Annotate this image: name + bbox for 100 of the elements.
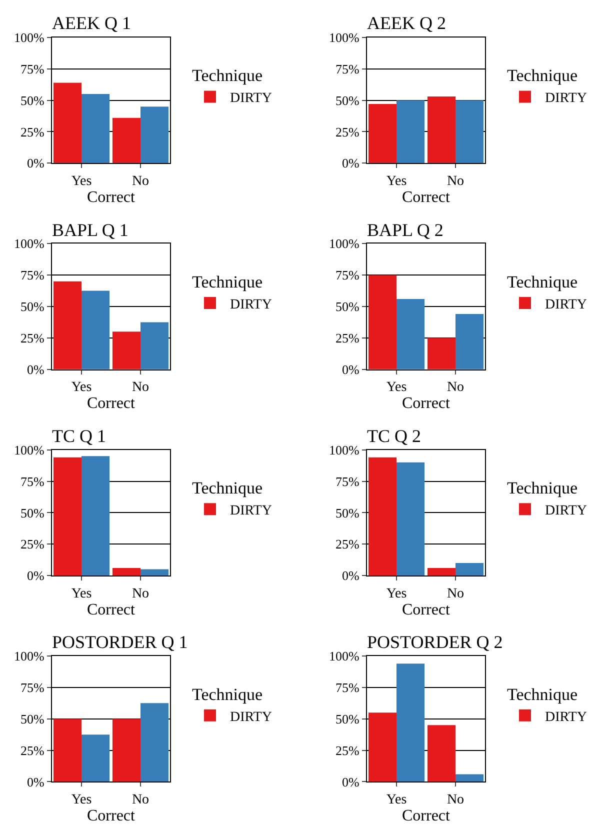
bar bbox=[140, 322, 169, 370]
y-tick-label: 0% bbox=[342, 362, 360, 377]
bar bbox=[112, 718, 140, 782]
x-tick-label: No bbox=[446, 380, 464, 396]
bar bbox=[140, 569, 169, 576]
x-tick-label: Yes bbox=[386, 174, 407, 189]
y-tick-label: 75% bbox=[336, 680, 360, 696]
y-tick-label: 0% bbox=[27, 568, 45, 584]
y-tick-label: 0% bbox=[27, 156, 45, 171]
y-tick-label: 25% bbox=[20, 330, 45, 346]
legend-title: Technique bbox=[507, 478, 578, 498]
y-tick-label: 25% bbox=[336, 124, 360, 140]
y-tick-label: 100% bbox=[329, 30, 360, 45]
bar bbox=[112, 118, 140, 164]
chart-title: AEEK Q 2 bbox=[367, 13, 446, 33]
bar bbox=[368, 712, 396, 782]
legend-label: DIRTY bbox=[230, 91, 272, 106]
chart-title: POSTORDER Q 1 bbox=[52, 632, 188, 652]
bar bbox=[82, 734, 110, 782]
chart-title: AEEK Q 1 bbox=[52, 13, 131, 33]
y-tick-label: 50% bbox=[336, 505, 360, 520]
x-tick-label: No bbox=[446, 792, 464, 808]
bar bbox=[456, 100, 484, 164]
x-tick-label: No bbox=[446, 174, 464, 189]
legend-title: Technique bbox=[192, 66, 263, 86]
y-tick-label: 100% bbox=[14, 442, 45, 458]
bar bbox=[427, 725, 456, 782]
bar bbox=[456, 774, 484, 782]
y-tick-label: 75% bbox=[20, 268, 45, 283]
x-tick-label: Yes bbox=[71, 174, 92, 189]
y-tick-label: 0% bbox=[27, 362, 45, 377]
x-tick-label: Yes bbox=[386, 792, 407, 808]
x-tick-label: Yes bbox=[71, 380, 92, 396]
bar bbox=[396, 462, 425, 576]
y-tick-label: 100% bbox=[14, 648, 45, 664]
y-tick-label: 0% bbox=[27, 774, 45, 790]
x-axis-title: Correct bbox=[87, 601, 136, 618]
legend-label: DIRTY bbox=[230, 297, 272, 312]
y-tick-label: 75% bbox=[336, 61, 360, 76]
legend-label: DIRTY bbox=[545, 297, 587, 312]
y-tick-label: 100% bbox=[14, 30, 45, 45]
bar bbox=[112, 568, 140, 576]
legend-title: Technique bbox=[507, 684, 578, 704]
y-tick-label: 0% bbox=[342, 156, 360, 171]
bar bbox=[140, 106, 169, 164]
y-tick-label: 50% bbox=[336, 711, 360, 726]
y-tick-label: 25% bbox=[336, 742, 360, 758]
y-tick-label: 100% bbox=[329, 442, 360, 458]
chart-title: BAPL Q 2 bbox=[367, 220, 444, 240]
x-tick-label: No bbox=[446, 586, 464, 602]
legend-title: Technique bbox=[507, 272, 578, 292]
bar bbox=[427, 338, 456, 370]
bar bbox=[368, 457, 396, 576]
chart-title: BAPL Q 1 bbox=[52, 220, 128, 240]
bar bbox=[368, 275, 396, 370]
legend-title: Technique bbox=[192, 684, 263, 704]
y-tick-label: 50% bbox=[336, 92, 360, 108]
x-tick-label: Yes bbox=[386, 380, 407, 396]
y-tick-label: 25% bbox=[336, 536, 360, 552]
x-axis-title: Correct bbox=[87, 395, 136, 412]
x-tick-label: Yes bbox=[386, 586, 407, 602]
x-tick-label: No bbox=[132, 380, 150, 396]
y-tick-label: 75% bbox=[20, 680, 45, 696]
bar bbox=[427, 96, 456, 164]
y-tick-label: 75% bbox=[20, 61, 45, 76]
legend-label: DIRTY bbox=[545, 710, 587, 725]
bar bbox=[53, 82, 82, 164]
bar bbox=[456, 562, 484, 576]
x-axis-title: Correct bbox=[87, 808, 136, 825]
legend-title: Technique bbox=[192, 478, 263, 498]
x-tick-label: No bbox=[132, 792, 150, 808]
y-tick-label: 25% bbox=[20, 742, 45, 758]
legend-label: DIRTY bbox=[545, 91, 587, 106]
bar bbox=[53, 457, 82, 576]
bar bbox=[112, 332, 140, 370]
x-axis-title: Correct bbox=[402, 808, 451, 825]
y-tick-label: 50% bbox=[20, 92, 45, 108]
bar bbox=[396, 100, 425, 164]
y-tick-label: 100% bbox=[14, 236, 45, 252]
y-tick-label: 0% bbox=[342, 568, 360, 584]
y-tick-label: 75% bbox=[20, 474, 45, 489]
chart-title: POSTORDER Q 2 bbox=[367, 632, 503, 652]
y-tick-label: 25% bbox=[336, 330, 360, 346]
bar bbox=[53, 718, 82, 782]
bar bbox=[82, 290, 110, 370]
bar bbox=[396, 664, 425, 782]
x-tick-label: Yes bbox=[71, 792, 92, 808]
bar bbox=[396, 298, 425, 370]
y-tick-label: 50% bbox=[336, 299, 360, 314]
y-tick-label: 25% bbox=[20, 536, 45, 552]
y-tick-label: 50% bbox=[20, 505, 45, 520]
legend-label: DIRTY bbox=[545, 504, 587, 519]
y-tick-label: 50% bbox=[20, 711, 45, 726]
y-tick-label: 50% bbox=[20, 299, 45, 314]
bar bbox=[82, 94, 110, 164]
legend-label: DIRTY bbox=[230, 504, 272, 519]
y-tick-label: 0% bbox=[342, 774, 360, 790]
x-axis-title: Correct bbox=[87, 188, 136, 206]
y-tick-label: 75% bbox=[336, 474, 360, 489]
y-tick-label: 100% bbox=[329, 236, 360, 252]
